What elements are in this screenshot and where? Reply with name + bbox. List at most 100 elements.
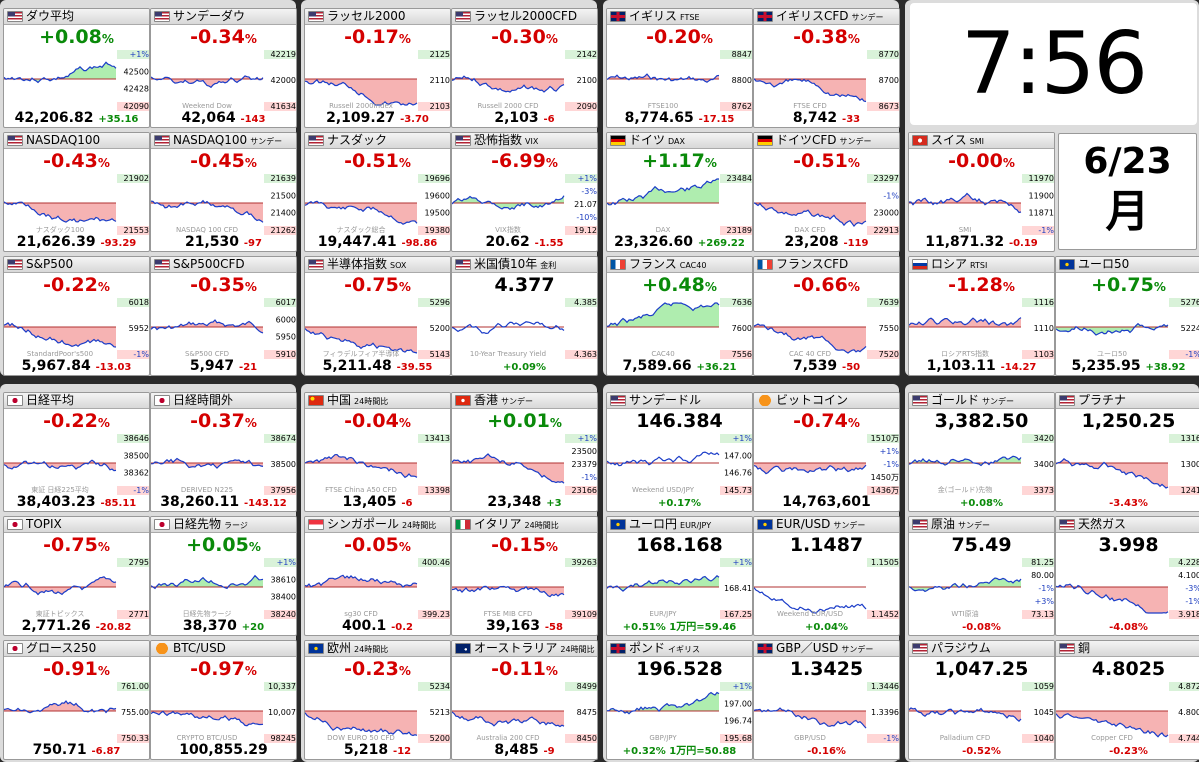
tile-footer: 42,064 -143 (151, 109, 296, 127)
market-tile[interactable]: シンガポール 24時間比 -0.05% sg30 CFD 400.46 399.23 400… (304, 516, 451, 636)
market-tile[interactable]: ゴールド サンデー 3,382.50 金(ゴールド)先物 3420 3400 3373 +0… (908, 392, 1055, 512)
market-tile[interactable]: S&P500 -0.22% StandardPoor's500 6018 5952 -1%… (3, 256, 150, 376)
price-badge: 3.918 (1178, 610, 1199, 619)
japan-flag-icon (154, 395, 170, 406)
market-tile[interactable]: 日経先物 ラージ +0.05% 日経先物ラージ +1% 38610 38400 38240 38… (150, 516, 297, 636)
market-tile[interactable]: ドイツCFD サンデー -0.51% DAX CFD 23297 -1% 23000 2291… (753, 132, 900, 252)
price-badge-bg (418, 350, 450, 359)
market-tile[interactable]: 日経平均 -0.22% 東証 日経225平均 38646 38500 38362 -1% 38… (3, 392, 150, 512)
tile-header: NASDAQ100 (4, 133, 149, 149)
market-tile[interactable]: 天然ガス 3.998 4.228 4.100 -3% -1% 3.918 -4.08% (1055, 516, 1199, 636)
market-tile[interactable]: TOPIX -0.75% 東証トピックス 2795 2771 2,771.26 -20.8… (3, 516, 150, 636)
tile-sub: VIX (525, 137, 539, 146)
market-tile[interactable]: NASDAQ100 サンデー -0.45% NASDAQ 100 CFD 21639 21… (150, 132, 297, 252)
market-tile[interactable]: グロース250 -0.91% 761.00 755.00 750.33 750.71 -6… (3, 640, 150, 760)
market-tile[interactable]: ラッセル2000 -0.17% Russell 2000Index 2125 2110 2… (304, 8, 451, 128)
tile-header: ラッセル2000 (305, 9, 450, 25)
tile-diff: +0.51% 1万円=59.46 (622, 622, 737, 633)
tile-diff: -0.19 (1008, 238, 1038, 249)
tile-footer: 8,742 -33 (754, 109, 899, 127)
price-badge: -1% (1038, 584, 1054, 593)
price-badge: 42219 (271, 50, 296, 59)
market-tile[interactable]: 原油 サンデー 75.49 WTI原油 81.25 80.00 -1% +3% 73.13 -0… (908, 516, 1055, 636)
tile-name: ドイツCFD (776, 133, 837, 147)
tile-sparkline-chart: 東証 日経225平均 38646 38500 38362 -1% (4, 434, 149, 495)
price-badge-bg (565, 200, 597, 209)
market-tile[interactable]: ロシア RTSI -1.28% ロシアRTS指数 1116 1110 1103 1,103.1… (908, 256, 1055, 376)
tile-name: プラチナ (1078, 393, 1127, 407)
tile-footer: -0.16% (754, 741, 899, 759)
price-badge: 750.33 (121, 734, 149, 743)
tile-change-unit: % (398, 540, 411, 554)
price-badge-bg (720, 716, 752, 726)
tile-change-value: -0.37 (190, 410, 245, 432)
market-tile[interactable]: ユーロ円 EUR/JPY 168.168 EUR/JPY +1% 168.41 167.25… (606, 516, 753, 636)
tile-change-value: 75.49 (951, 534, 1012, 556)
tile-change-unit: % (97, 664, 110, 678)
tile-name: 天然ガス (1078, 517, 1127, 531)
tile-diff: -6 (543, 114, 555, 125)
price-badge: 1.1505 (871, 558, 899, 567)
price-badge: 8450 (577, 734, 597, 743)
market-tile[interactable]: EUR/USD サンデー 1.1487 Weekend EUR/USD 1.1505 1.… (753, 516, 900, 636)
market-tile[interactable]: イギリスCFD サンデー -0.38% FTSE CFD 8770 8700 8673 8,7… (753, 8, 900, 128)
price-badge-bg (867, 102, 899, 111)
tile-sparkline-chart: CRYPTO BTC/USD 10,337 10,007 98245 (151, 682, 296, 743)
market-tile[interactable]: ラッセル2000CFD -0.30% Russell 2000 CFD 2142 210… (451, 8, 598, 128)
market-tile[interactable]: 銅 4.8025 Copper CFD 4.872 4.800 4.744 -0.23% (1055, 640, 1199, 760)
market-tile[interactable]: ナスダック -0.51% ナスダック総合 19696 19600 19500 19380 19… (304, 132, 451, 252)
price-badge: 5910 (276, 350, 296, 359)
tile-change: 1,047.25 (909, 658, 1054, 682)
tile-change: -6.99% (452, 150, 597, 174)
market-tile[interactable]: 欧州 24時間比 -0.23% DOW EURO 50 CFD 5234 5213 5200… (304, 640, 451, 760)
tile-change-value: 3.998 (1098, 534, 1159, 556)
price-badge-bg (867, 191, 899, 201)
tile-sparkline-chart: Palladium CFD 1059 1045 1040 (909, 682, 1054, 743)
tile-header: イタリア 24時間比 (452, 517, 597, 533)
us-flag-icon (308, 11, 324, 22)
price-badge: 38674 (271, 434, 296, 443)
market-tile[interactable]: 米国債10年 金利 4.377 10-Year Treasury Yield 4.385… (451, 256, 598, 376)
market-tile[interactable]: イギリス FTSE -0.20% FTSE100 8847 8800 8762 8,774.6… (606, 8, 753, 128)
tile-name: S&P500 (26, 257, 74, 271)
market-tile[interactable]: フランスCFD -0.66% CAC 40 CFD 7639 7550 7520 7,539… (753, 256, 900, 376)
tile-sub: FTSE (680, 13, 700, 22)
market-tile[interactable]: S&P500CFD -0.35% S&P500 CFD 6017 6000 5950 591… (150, 256, 297, 376)
price-badge-bg (1022, 324, 1054, 333)
sparkline-area (151, 320, 263, 333)
tile-header: 天然ガス (1056, 517, 1199, 533)
tile-name: NASDAQ100 (173, 133, 248, 147)
market-tile[interactable]: 中国 24時間比 -0.04% FTSE China A50 CFD 13413 1339… (304, 392, 451, 512)
market-tile[interactable]: NASDAQ100 -0.43% ナスダック100 21902 21553 21,626.… (3, 132, 150, 252)
market-tile[interactable]: ビットコイン -0.74% 1510万 +1% -1% 1450万 1436万 14,763,… (753, 392, 900, 512)
price-badge-bg (565, 350, 597, 359)
market-tile[interactable]: パラジウム 1,047.25 Palladium CFD 1059 1045 1040 -… (908, 640, 1055, 760)
market-tile[interactable]: GBP／USD サンデー 1.3425 GBP/USD 1.3446 1.3396 -1% … (753, 640, 900, 760)
market-tile[interactable]: サンデードル 146.384 Weekend USD/JPY +1% 147.00 146… (606, 392, 753, 512)
market-tile[interactable]: ポンド イギリス 196.528 GBP/JPY +1% 197.00 196.74 195.… (606, 640, 753, 760)
market-tile[interactable]: サンデーダウ -0.34% Weekend Dow 42219 42000 41634 42… (150, 8, 297, 128)
market-tile[interactable]: プラチナ 1,250.25 1316 1300 1241 -3.43% (1055, 392, 1199, 512)
price-badge-bg (117, 682, 149, 691)
market-tile[interactable]: 恐怖指数 VIX -6.99% VIX指数 +1% -3% 21.07 -10% 19.12 20… (451, 132, 598, 252)
tile-name: ラッセル2000 (327, 9, 406, 23)
tile-change-value: +0.48 (642, 274, 705, 296)
market-tile[interactable]: ドイツ DAX +1.17% DAX 23484 23189 23,326.60 +269.… (606, 132, 753, 252)
price-badge: 81.25 (1031, 558, 1054, 567)
market-tile[interactable]: 半導体指数 SOX -0.75% フィラデルフィア半導体 5296 5200 5143 5,2… (304, 256, 451, 376)
market-tile[interactable]: ダウ平均 +0.08% +1% 42500 42428 42090 42,206.82 +3… (3, 8, 150, 128)
tile-header: TOPIX (4, 517, 149, 533)
market-tile[interactable]: スイス SMI -0.00% SMI 11970 11900 11871 -1% 11,871.… (908, 132, 1055, 252)
market-tile[interactable]: BTC/USD -0.97% CRYPTO BTC/USD 10,337 10,007 9… (150, 640, 297, 760)
market-tile[interactable]: フランス CAC40 +0.48% CAC40 7636 7600 7556 7,589.66… (606, 256, 753, 376)
price-badge-bg (565, 610, 597, 619)
market-tile[interactable]: オーストラリア 24時間比 -0.11% Australia 200 CFD 8499 8… (451, 640, 598, 760)
market-tile[interactable]: 香港 サンデー +0.01% +1% 23500 23379 -1% 23166 23,348 … (451, 392, 598, 512)
market-tile[interactable]: イタリア 24時間比 -0.15% FTSE MIB CFD 39263 39109 39,… (451, 516, 598, 636)
sparkline-area (305, 454, 417, 478)
price-badge: 21553 (124, 226, 149, 235)
price-badge: 1045 (1034, 708, 1054, 717)
market-tile[interactable]: 日経時間外 -0.37% DERIVED N225 38674 38500 37956 38… (150, 392, 297, 512)
price-badge-bg (418, 76, 450, 85)
